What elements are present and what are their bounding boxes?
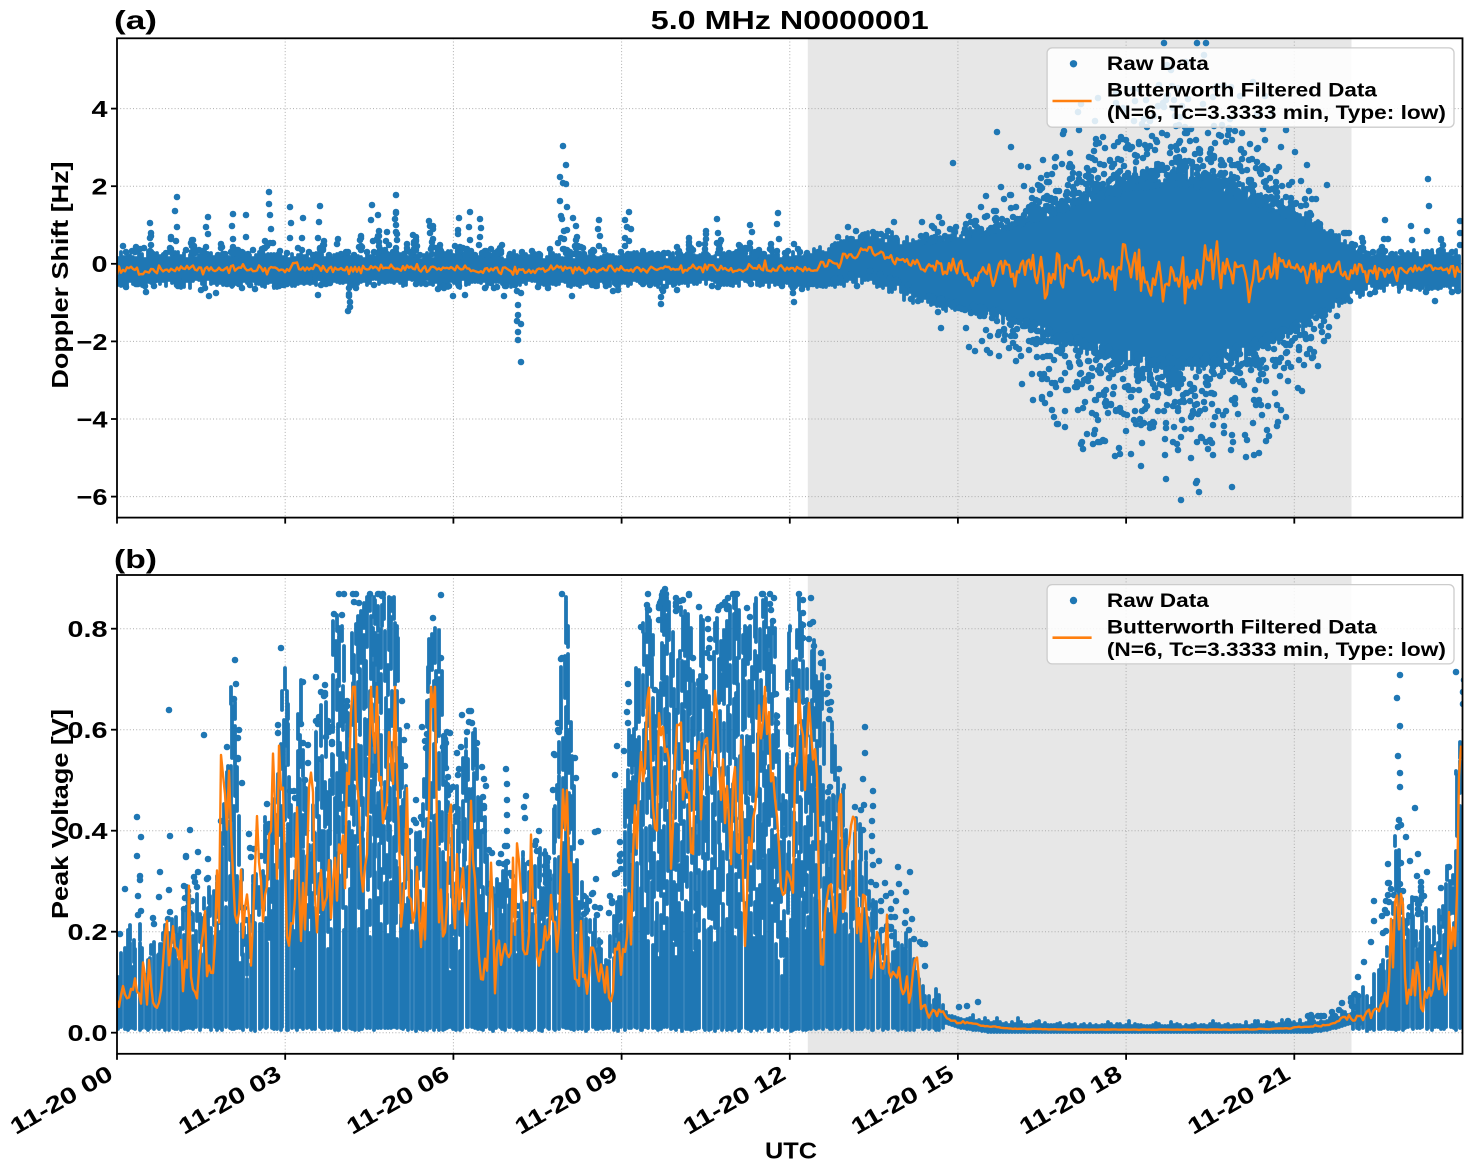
svg-text:Peak Voltage [V]: Peak Voltage [V] [47, 709, 73, 919]
svg-text:(N=6, Tc=3.3333 min, Type: low: (N=6, Tc=3.3333 min, Type: low) [1107, 103, 1446, 124]
svg-text:Butterworth Filtered Data: Butterworth Filtered Data [1107, 81, 1377, 102]
svg-text:(a): (a) [114, 5, 157, 35]
svg-text:0: 0 [92, 251, 108, 277]
svg-text:0.6: 0.6 [68, 717, 108, 743]
svg-text:(N=6, Tc=3.3333 min, Type: low: (N=6, Tc=3.3333 min, Type: low) [1107, 640, 1446, 661]
svg-text:−6: −6 [77, 484, 108, 510]
svg-text:5.0 MHz N0000001: 5.0 MHz N0000001 [651, 5, 929, 35]
svg-text:Butterworth Filtered Data: Butterworth Filtered Data [1107, 617, 1377, 638]
svg-text:−2: −2 [77, 329, 108, 355]
svg-text:−4: −4 [77, 406, 108, 432]
svg-text:0.8: 0.8 [68, 616, 108, 642]
svg-text:2: 2 [92, 174, 108, 200]
svg-text:0.2: 0.2 [68, 919, 108, 945]
svg-text:Raw Data: Raw Data [1107, 54, 1210, 75]
svg-text:4: 4 [92, 96, 108, 122]
svg-text:0.0: 0.0 [68, 1020, 108, 1046]
svg-text:0.4: 0.4 [68, 818, 108, 844]
svg-text:Doppler Shift [Hz]: Doppler Shift [Hz] [47, 162, 73, 389]
svg-text:(b): (b) [114, 544, 157, 574]
svg-text:Raw Data: Raw Data [1107, 591, 1210, 612]
svg-text:UTC: UTC [765, 1138, 817, 1164]
